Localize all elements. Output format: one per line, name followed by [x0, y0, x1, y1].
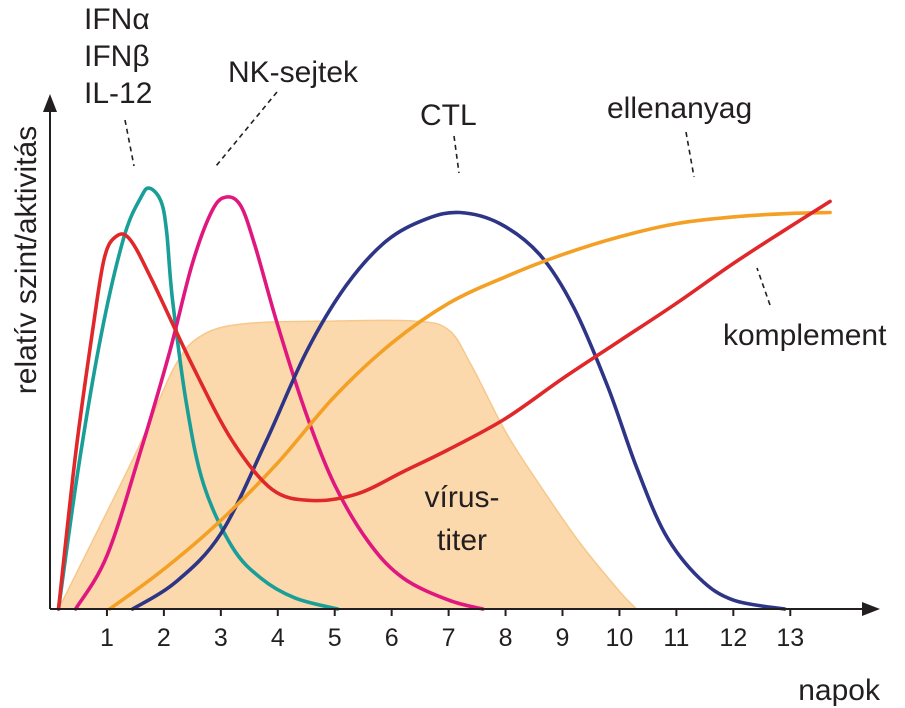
x-tick-label: 5 — [328, 624, 342, 652]
leader-line-ellen — [685, 131, 695, 178]
x-tick-label: 6 — [385, 624, 399, 652]
x-tick-label: 2 — [157, 624, 171, 652]
series-label-ifn: IL-12 — [84, 77, 152, 110]
virus-titer-label: vírus- — [425, 481, 500, 514]
x-tick-label: 13 — [776, 624, 804, 652]
x-tick-label: 10 — [606, 624, 634, 652]
virus-titer-label: titer — [437, 524, 487, 557]
leader-line-nk — [215, 91, 278, 167]
y-axis-label: relatív szint/aktivitás — [10, 126, 43, 394]
x-axis-label: napok — [798, 674, 881, 707]
series-line-ifn — [56, 186, 340, 611]
x-ticks: 1 2 3 4 5 6 7 8 9 10 11 12 13 — [100, 609, 804, 652]
series-line-ellen — [108, 210, 832, 611]
axes — [43, 94, 880, 616]
series-labels: IFNα IFNβ IL-12 NK-sejtek CTL ellenanyag kompl… — [84, 3, 887, 557]
virus-titer-area — [57, 319, 639, 610]
leader-line-ctl — [453, 135, 460, 174]
series-label-ifn: IFNβ — [84, 40, 150, 73]
x-axis-arrow — [862, 602, 880, 616]
series-label-ifn: IFNα — [84, 3, 150, 36]
series-label-kompl: komplement — [723, 319, 887, 352]
series-line-ctl — [130, 210, 787, 611]
x-tick-label: 9 — [556, 624, 570, 652]
series-line-nk — [73, 195, 485, 611]
x-tick-label: 7 — [442, 624, 456, 652]
x-tick-label: 1 — [100, 624, 114, 652]
x-tick-label: 11 — [663, 624, 689, 652]
series-layer — [56, 186, 832, 611]
series-label-nk: NK-sejtek — [228, 56, 359, 89]
virus-titer-area-layer — [57, 319, 639, 610]
x-tick-label: 4 — [271, 624, 285, 652]
x-tick-label: 8 — [499, 624, 513, 652]
x-tick-label: 12 — [719, 624, 747, 652]
leader-line-kompl — [756, 267, 771, 306]
series-line-kompl — [56, 199, 832, 611]
series-label-ctl: CTL — [420, 99, 477, 132]
x-tick-label: 3 — [214, 624, 228, 652]
y-axis-arrow — [43, 94, 57, 112]
series-label-ellen: ellenanyag — [607, 92, 752, 125]
leader-line-ifn — [124, 119, 135, 167]
